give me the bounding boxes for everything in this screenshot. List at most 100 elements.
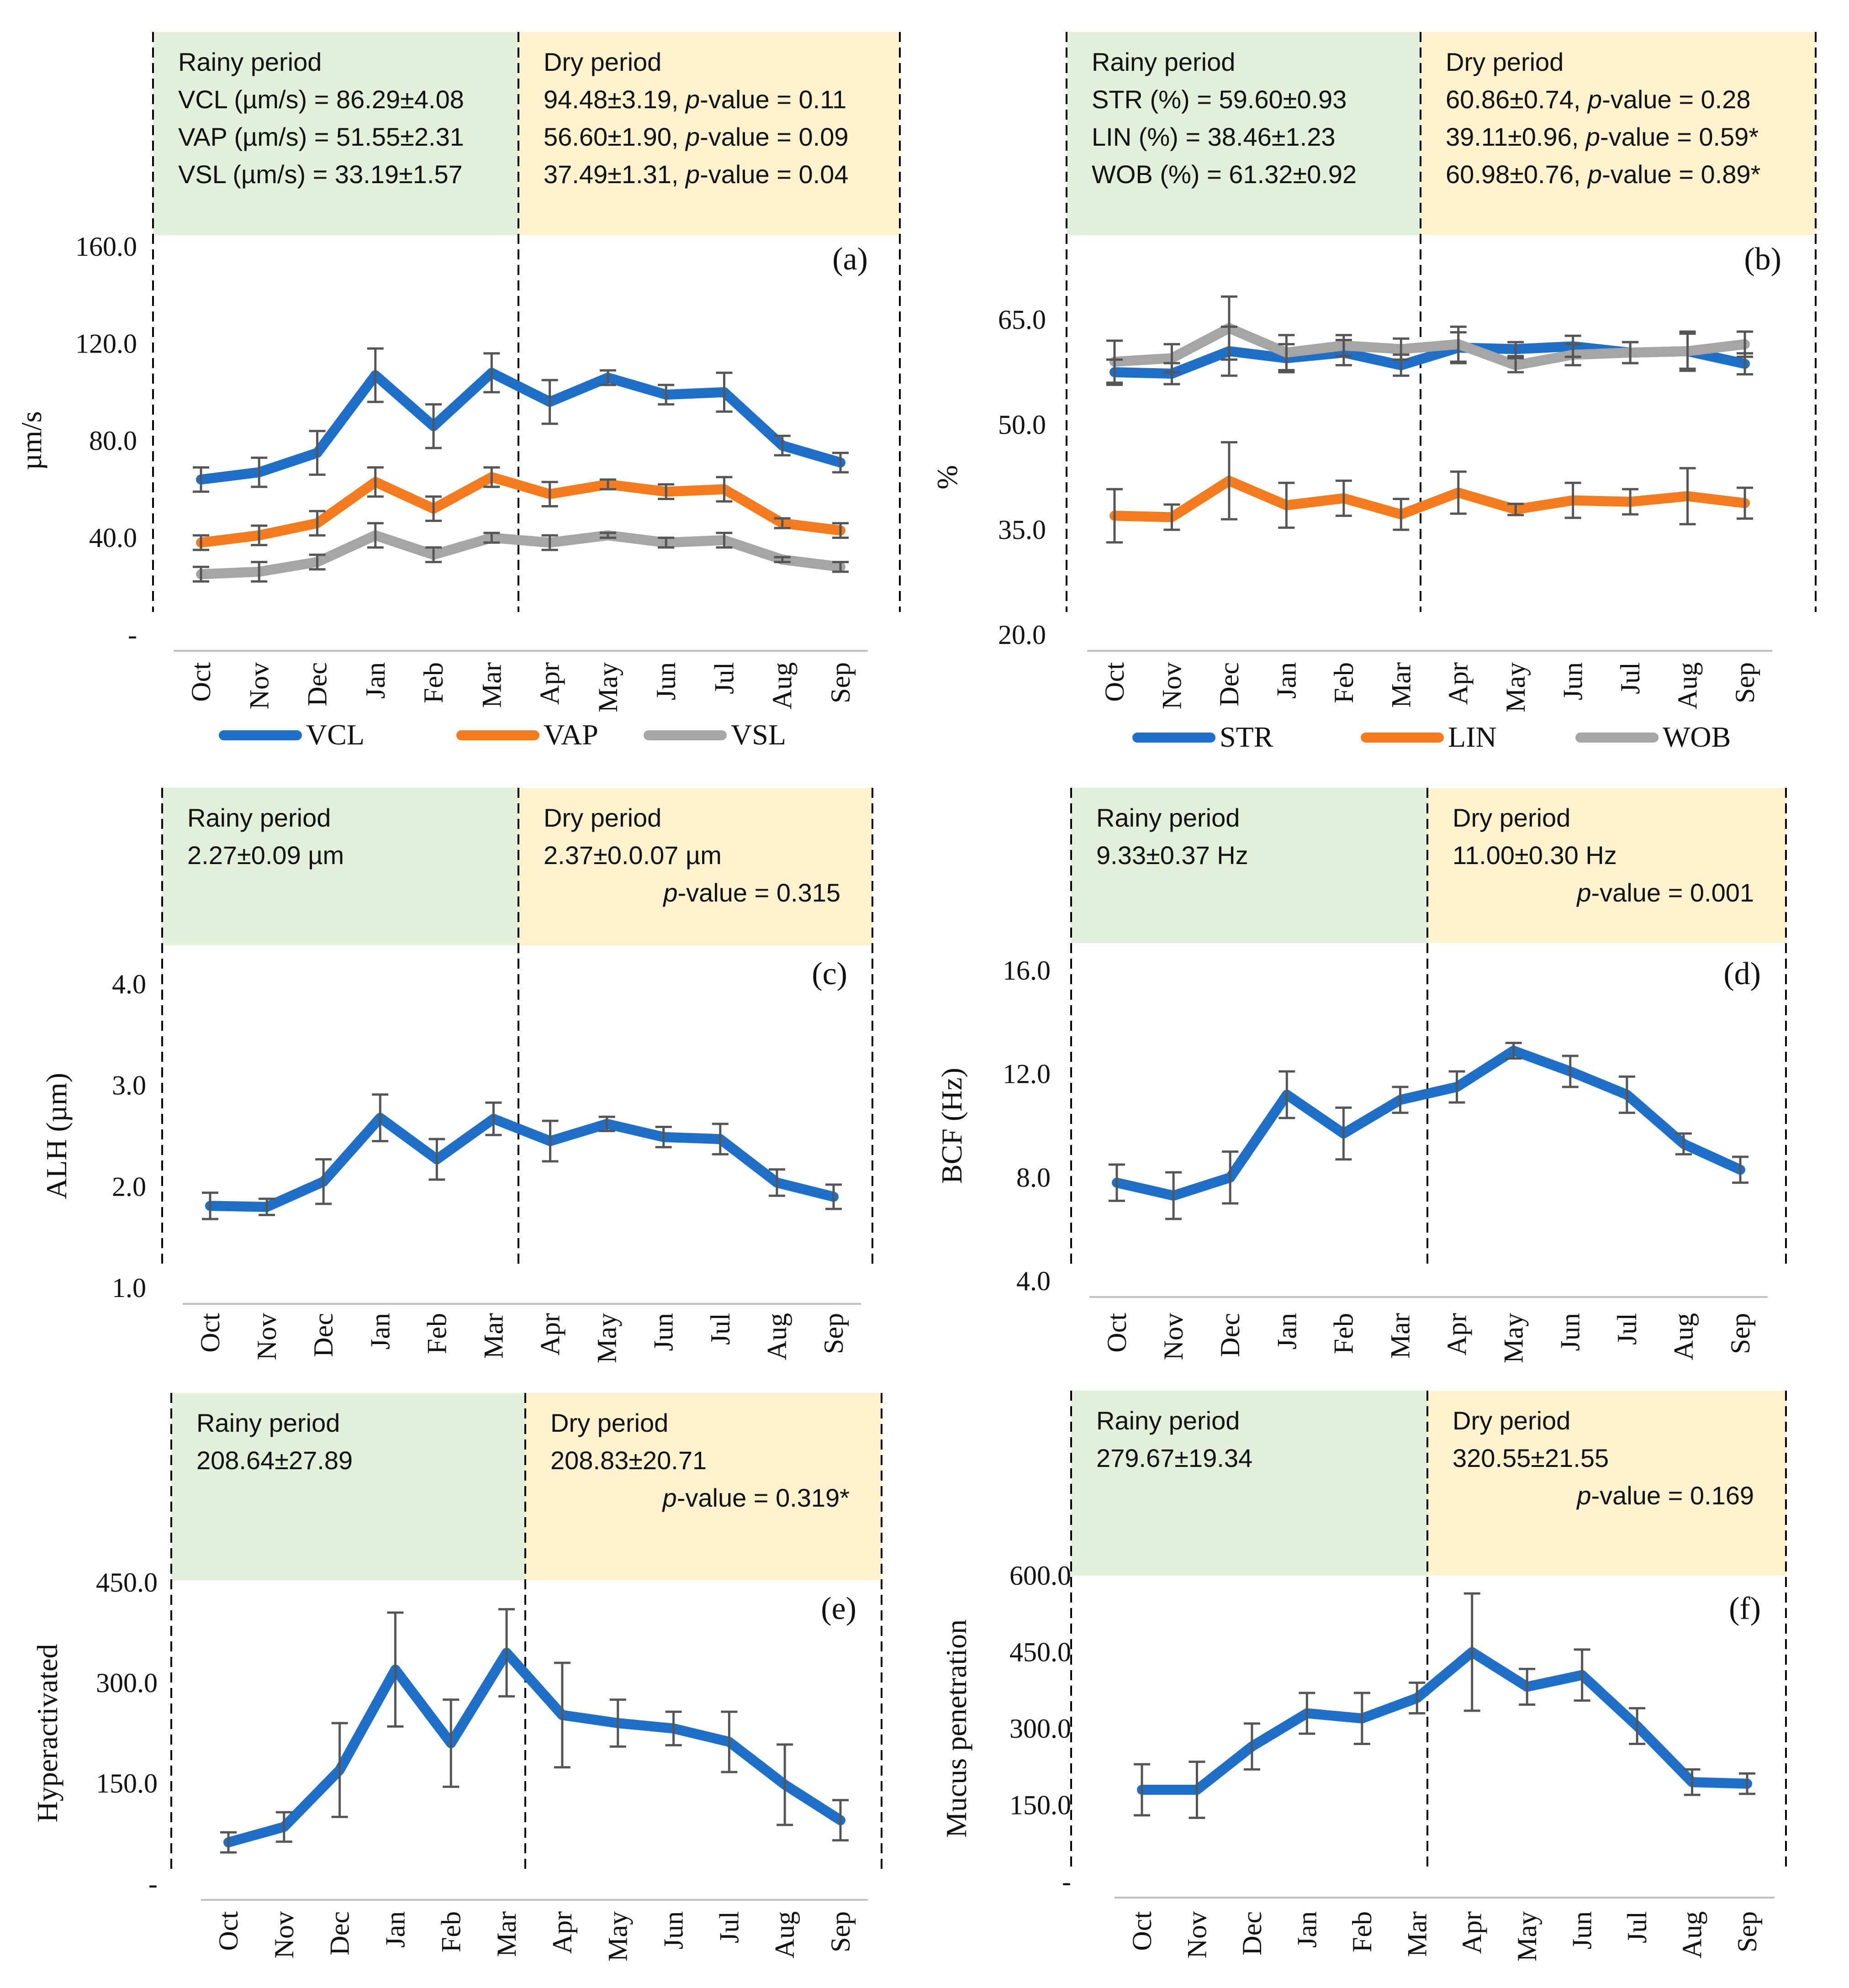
error-bar [1574,1648,1590,1702]
dry-period-box [525,1393,882,1580]
y-tick-label: 450.0 [96,1567,158,1598]
x-tick-label: Mar [1385,1313,1415,1359]
y-axis-label: Mucus penetration [940,1619,972,1838]
error-bar [1737,330,1753,358]
error-bar [1562,1055,1579,1088]
error-bar [1622,488,1639,516]
x-tick-label: Jun [649,1313,679,1351]
error-bar [1335,480,1352,517]
dry-period-box [1427,1391,1786,1576]
error-bar [1165,1171,1182,1220]
rainy-period-box [171,1393,525,1580]
y-axis-label: Hyperactivated [31,1644,63,1823]
rainy-period-box [1067,32,1421,235]
rainy-period-stat: VAP (µm/s) = 51.55±2.31 [178,122,464,151]
error-bar [483,352,500,394]
error-bar [541,534,558,551]
y-tick-label: 12.0 [1003,1059,1051,1089]
error-bar [768,1168,785,1197]
error-bar [1450,470,1467,515]
error-bar [777,1743,793,1826]
x-tick-label: Jul [1615,662,1645,694]
dry-period-stat: 60.86±0.74, p-value = 0.28 [1446,85,1750,114]
x-tick-label: Mar [491,1911,522,1957]
y-tick-label: - [1062,1867,1071,1897]
dry-period-title: Dry period [550,1408,668,1437]
x-tick-label: Jan [360,662,391,699]
error-bar [1618,1075,1635,1114]
legend-label: LIN [1448,721,1497,753]
x-tick-label: Oct [1102,1313,1132,1353]
dry-period-pvalue: p-value = 0.315 [662,878,840,907]
error-bar [541,480,558,507]
legend-label: VAP [544,718,598,751]
panel-c: Rainy period 2.27±0.09 µm Dry period 2.37±0… [40,788,873,1363]
error-bar [721,1710,738,1773]
error-bar [193,466,209,493]
error-bar [367,466,384,498]
x-tick-label: Apr [1442,1313,1472,1355]
x-tick-label: Feb [436,1911,466,1952]
y-tick-label: 600.0 [1009,1561,1071,1591]
panel-e: Rainy period 208.64±27.89 Dry period 208.83… [31,1393,882,1962]
x-tick-label: May [603,1911,633,1962]
error-bar [193,565,209,583]
series-line [1109,323,1750,370]
stat-value: 37.49±1.31, [544,160,686,189]
error-bar [1393,337,1410,361]
dry-period-stat: 39.11±0.96, p-value = 0.59* [1446,122,1759,151]
x-tick-label: Sep [1732,1911,1762,1952]
rainy-period-stat: 208.64±27.89 [196,1446,353,1475]
x-tick-label: Nov [1158,1313,1189,1360]
dry-period-title: Dry period [544,803,661,832]
error-bar [483,532,500,544]
series-bcf [1112,1045,1745,1201]
p-symbol: p [1587,160,1602,189]
x-tick-label: Oct [195,1313,225,1353]
series-line [196,530,845,580]
series-alh [205,1113,839,1212]
error-bar [832,452,849,474]
x-tick-label: Apr [535,662,565,705]
dry-period-stat: 37.49±1.31, p-value = 0.04 [544,160,848,189]
error-bar [1189,1761,1205,1819]
x-tick-label: Feb [1347,1911,1377,1952]
error-bar [498,1608,515,1698]
p-symbol: p [1576,1481,1591,1510]
error-bar [1629,1707,1646,1745]
error-bar [220,1831,237,1854]
error-bar [825,1183,842,1210]
series-vap [196,472,845,548]
error-bar [1507,341,1524,358]
error-bar [251,456,268,488]
error-bar [1392,1086,1409,1114]
panel-d: Rainy period 9.33±0.37 Hz Dry period 11.00±… [935,788,1787,1363]
p-symbol: p [1576,878,1591,907]
error-bar [1109,1163,1125,1202]
x-tick-label: Dec [1215,1313,1245,1357]
x-tick-label: Oct [213,1911,243,1951]
rainy-period-box [153,32,518,235]
dry-period-stat: 320.55±21.55 [1453,1444,1609,1472]
x-tick-label: Mar [1402,1911,1432,1957]
error-bar [1564,343,1581,367]
error-bar [1106,339,1123,384]
dry-period-pvalue: p-value = 0.169 [1576,1481,1754,1510]
x-tick-label: Jun [659,1911,689,1949]
error-bar [315,1158,332,1205]
x-tick-label: Apr [1443,662,1474,705]
p-value: -value = 0.315 [678,878,840,907]
p-symbol: p [685,122,700,151]
rainy-period-title: Rainy period [1096,1406,1240,1435]
error-bar [609,1698,626,1748]
y-tick-label: 120.0 [75,329,137,359]
p-value: -value = 0.09 [700,122,848,151]
error-bar [1448,1070,1465,1104]
legend-label: WOB [1663,721,1731,753]
error-bar [1106,488,1123,544]
legend-label: VCL [306,718,365,751]
dry-period-title: Dry period [544,47,661,76]
error-bar [1278,481,1295,529]
error-bar [655,1126,672,1149]
error-bar [428,1138,445,1181]
